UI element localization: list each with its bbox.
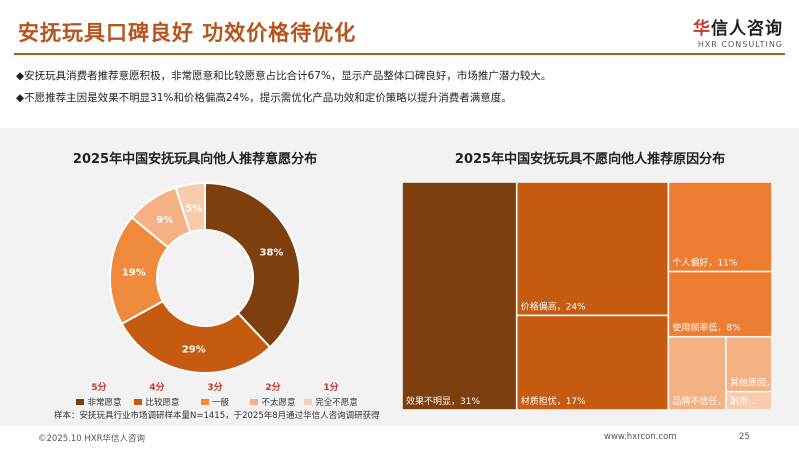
- title-divider: [14, 53, 785, 55]
- donut-slice-label: 38%: [260, 248, 284, 259]
- donut-legend: 5分 4分 3分 2分 1分 非常愿意 比较愿意 一般 不太愿意 完全不愿意: [70, 380, 390, 408]
- legend-score: 1分: [323, 383, 339, 393]
- treemap-cell-label: 材质担忧，17%: [521, 395, 586, 407]
- legend-item: 一般: [186, 396, 244, 408]
- legend-item: 非常愿意: [70, 396, 128, 408]
- brand-logo: 华信人咨询 HXR CONSULTING: [693, 14, 783, 49]
- donut-slice: [204, 181, 301, 349]
- treemap-cell-label: 耐用...: [730, 395, 757, 407]
- treemap-cell: [515, 314, 670, 410]
- legend-label: 完全不愿意: [315, 398, 358, 408]
- legend-label: 不太愿意: [261, 398, 296, 408]
- legend-swatch: [200, 399, 209, 405]
- treemap-cell-label: 使用频率低，8%: [672, 322, 741, 334]
- legend-score: 4分: [149, 383, 165, 393]
- treemap-cell-label: 个人偏好，11%: [672, 257, 737, 269]
- legend-label: 非常愿意: [87, 398, 122, 408]
- treemap-cell: [402, 182, 518, 410]
- treemap-chart: 效果不明显，31% 价格偏高，24% 材质担忧，17% 个人偏好，11% 使用频率低，8…: [402, 182, 772, 410]
- treemap-cell-label: 价格偏高，24%: [521, 300, 586, 312]
- legend-items: 非常愿意 比较愿意 一般 不太愿意 完全不愿意: [70, 396, 390, 408]
- legend-scores: 5分 4分 3分 2分 1分: [70, 380, 390, 393]
- footer-copyright: ©2025.10 HXR华信人咨询: [38, 434, 145, 444]
- legend-score: 3分: [207, 383, 223, 393]
- bullet-1: ◆安抚玩具消费者推荐意愿积极，非常愿意和比较愿意占比合计67%，显示产品整体口碑…: [16, 70, 552, 82]
- donut-slice-label: 9%: [156, 215, 173, 226]
- legend-swatch: [304, 399, 313, 405]
- legend-item: 完全不愿意: [302, 396, 360, 408]
- logo-accent-text: 华: [693, 19, 711, 39]
- logo-text: 信人咨询: [711, 19, 783, 39]
- summary-bullets: ◆安抚玩具消费者推荐意愿积极，非常愿意和比较愿意占比合计67%，显示产品整体口碑…: [16, 65, 551, 109]
- treemap-cell: [725, 390, 772, 410]
- sample-source-note: 样本：安抚玩具行业市场调研样本量N=1415，于2025年8月通过华信人咨询调研…: [54, 411, 380, 421]
- legend-score: 5分: [91, 383, 107, 393]
- donut-slice-label: 5%: [185, 203, 202, 214]
- legend-swatch: [76, 399, 85, 405]
- footer-url[interactable]: www.hxrcon.com: [604, 432, 677, 442]
- page-number: 25: [739, 432, 750, 442]
- treemap-cell: [515, 182, 670, 317]
- legend-swatch: [134, 399, 143, 405]
- donut-chart: 38% 29% 19% 9% 5%: [109, 181, 301, 374]
- donut-slice: [174, 181, 206, 234]
- donut-slice-label: 19%: [122, 267, 146, 278]
- donut-slice-label: 29%: [182, 345, 206, 356]
- bullet-2: ◆不愿推荐主因是效果不明显31%和价格偏高24%，提示需优化产品功效和定价策略以…: [16, 92, 512, 104]
- legend-swatch: [250, 399, 259, 405]
- legend-item: 比较愿意: [128, 396, 186, 408]
- treemap-cell-label: 效果不明显，31%: [406, 395, 480, 407]
- legend-label: 一般: [211, 398, 229, 408]
- logo-english: HXR CONSULTING: [697, 40, 783, 49]
- legend-score: 2分: [265, 383, 281, 393]
- treemap-cell-label: 其他原因，3%: [730, 377, 772, 389]
- donut-slice: [120, 299, 272, 374]
- donut-chart-title: 2025年中国安抚玩具向他人推荐意愿分布: [72, 152, 318, 167]
- legend-item: 不太愿意: [244, 396, 302, 408]
- page-title: 安抚玩具口碑良好 功效价格待优化: [18, 21, 357, 45]
- treemap-cell-label: 品牌不信任，5%: [672, 395, 741, 407]
- treemap-cell: [725, 335, 772, 393]
- treemap-chart-title: 2025年中国安抚玩具不愿向他人推荐原因分布: [454, 152, 726, 167]
- legend-label: 比较愿意: [145, 398, 180, 408]
